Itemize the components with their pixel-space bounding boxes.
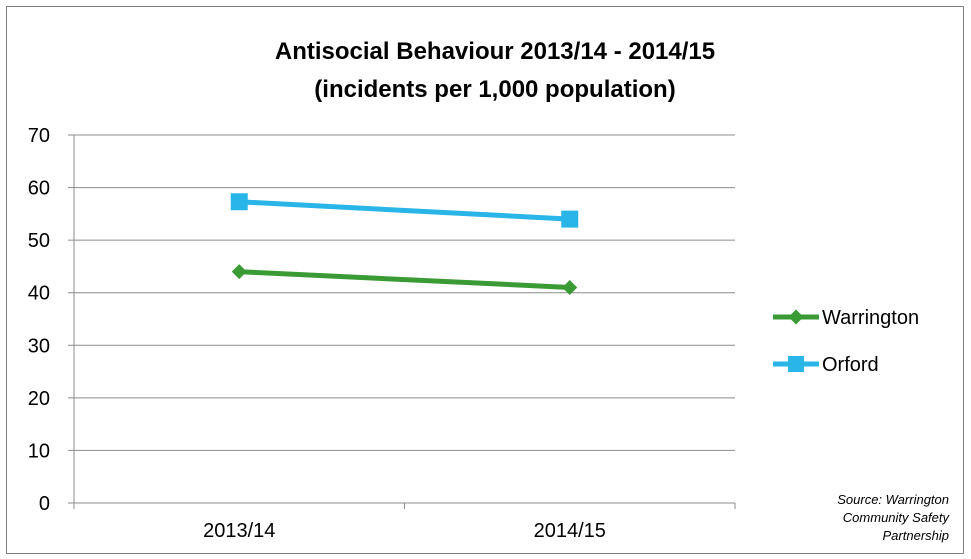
series-line-warrington xyxy=(239,269,570,290)
y-tick-label-70: 70 xyxy=(28,125,50,147)
y-tick-label-40: 40 xyxy=(28,283,50,305)
y-tick-label-30: 30 xyxy=(28,335,50,357)
data-point-warrington-1 xyxy=(231,264,247,280)
source-note: Source: Warrington Community Safety Part… xyxy=(837,491,949,545)
source-line-1: Source: Warrington xyxy=(837,492,949,507)
x-tick-label-1: 2013/14 xyxy=(203,520,275,542)
y-tick-label-20: 20 xyxy=(28,388,50,410)
y-tick-label-50: 50 xyxy=(28,230,50,252)
legend: Warrington Orford xyxy=(773,307,919,376)
source-line-3: Partnership xyxy=(882,528,949,543)
series-group xyxy=(230,193,579,295)
legend-label-orford: Orford xyxy=(822,354,879,376)
chart-subtitle: (incidents per 1,000 population) xyxy=(314,76,675,103)
legend-label-warrington: Warrington xyxy=(822,307,919,329)
legend-marker-orford xyxy=(788,356,804,372)
data-point-orford-1 xyxy=(230,193,248,211)
series-line-orford xyxy=(239,199,570,222)
x-axis-ticks: 2013/14 2014/15 xyxy=(203,520,606,542)
y-tick-label-60: 60 xyxy=(28,178,50,200)
y-axis-ticks: 0 10 20 30 40 50 60 70 xyxy=(28,125,50,515)
data-point-warrington-2 xyxy=(562,279,578,295)
axes xyxy=(68,134,736,509)
x-tick-label-2: 2014/15 xyxy=(534,520,606,542)
data-point-orford-2 xyxy=(561,210,579,228)
chart-title: Antisocial Behaviour 2013/14 - 2014/15 xyxy=(275,38,715,65)
line-chart: Antisocial Behaviour 2013/14 - 2014/15 (… xyxy=(28,38,919,542)
legend-marker-warrington xyxy=(788,309,804,325)
y-tick-label-0: 0 xyxy=(39,493,50,515)
gridlines xyxy=(74,134,735,451)
chart-frame: Antisocial Behaviour 2013/14 - 2014/15 (… xyxy=(6,6,964,554)
y-tick-label-10: 10 xyxy=(28,440,50,462)
source-line-2: Community Safety xyxy=(842,510,949,525)
